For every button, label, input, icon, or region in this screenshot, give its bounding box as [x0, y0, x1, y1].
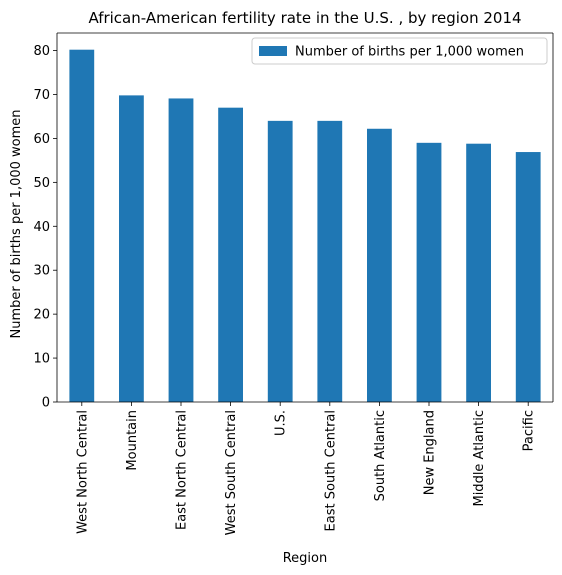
- y-tick-label: 20: [33, 308, 50, 323]
- x-tick-label: U.S.: [274, 410, 289, 436]
- x-tick-label: South Atlantic: [373, 410, 388, 501]
- bar: [317, 120, 343, 402]
- y-tick-label: 0: [42, 396, 50, 411]
- x-tick-label: Mountain: [125, 410, 140, 471]
- legend: Number of births per 1,000 women: [251, 37, 548, 65]
- y-tick-label: 10: [33, 352, 50, 367]
- chart-title: African-American fertility rate in the U…: [88, 9, 521, 27]
- y-axis-label: Number of births per 1,000 women: [9, 109, 24, 338]
- legend-box: [251, 37, 548, 65]
- x-tick-label: New England: [423, 410, 438, 495]
- bar: [515, 152, 541, 402]
- x-tick-label: East South Central: [323, 410, 338, 531]
- bar: [416, 142, 442, 403]
- bar: [119, 95, 144, 402]
- bar: [168, 98, 194, 402]
- x-tick-label: West South Central: [224, 410, 239, 535]
- bar: [466, 143, 491, 402]
- y-tick-label: 80: [33, 44, 50, 59]
- y-tick-label: 30: [33, 264, 50, 279]
- x-tick-label: Middle Atlantic: [472, 410, 487, 507]
- x-tick-label: Pacific: [522, 410, 537, 451]
- x-axis-label: Region: [283, 551, 328, 566]
- bar: [218, 107, 243, 402]
- bar: [267, 120, 293, 402]
- y-tick-label: 70: [33, 88, 50, 103]
- x-tick-label: East North Central: [175, 410, 190, 530]
- bar: [367, 128, 392, 402]
- legend-swatch: [259, 46, 287, 56]
- y-tick-label: 60: [33, 132, 50, 147]
- y-tick-label: 40: [33, 220, 50, 235]
- x-tick-label: West North Central: [75, 410, 90, 534]
- y-tick-label: 50: [33, 176, 50, 191]
- bar: [69, 49, 95, 402]
- legend-label: Number of births per 1,000 women: [295, 45, 524, 60]
- plot-area: 0 10 20 30 40 50 60 70 80 West North Central Mount…: [33, 32, 554, 535]
